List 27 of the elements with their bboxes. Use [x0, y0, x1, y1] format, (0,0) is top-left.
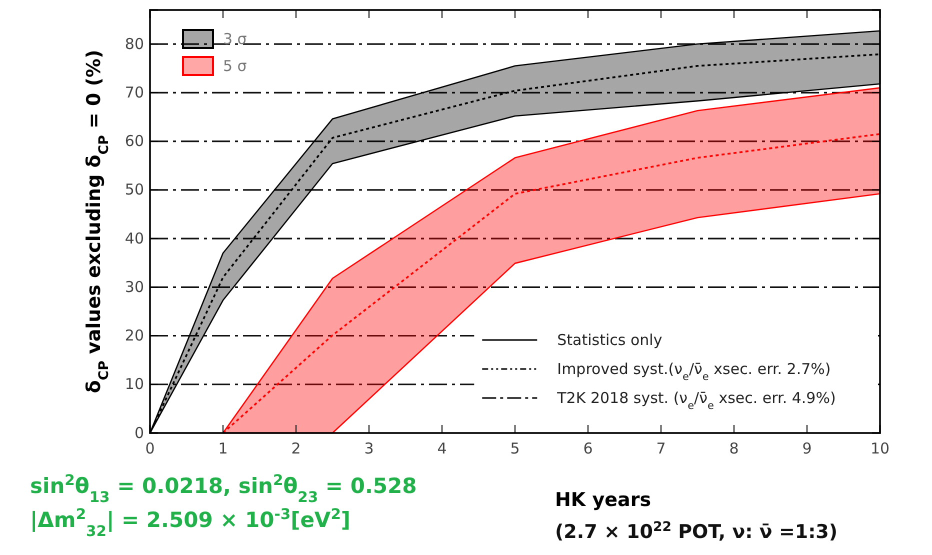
y-tick-label: 70	[124, 83, 144, 102]
x-tick-label: 9	[802, 440, 812, 458]
x-tick-label: 5	[510, 440, 520, 458]
y-tick-label: 0	[134, 424, 144, 442]
text: sin$^{2}$θ$_{13}$ = 0.0218, sin$^{2}$θ$_{23}$ = 0.528	[30, 472, 417, 506]
x-tick-label: 7	[656, 440, 666, 458]
x-tick-label: 3	[364, 440, 374, 458]
y-tick-label: 20	[124, 326, 144, 345]
y-tick-label: 60	[124, 132, 144, 150]
y-tick-label: 40	[124, 229, 144, 248]
text: |Δm$^{2}$$_{32}$| = 2.509 × 10$^{-3}$[eV$^{2}$]	[30, 506, 351, 540]
y-tick-label: 10	[124, 375, 144, 394]
y-tick-label: 50	[124, 180, 144, 199]
annotation: T2K 2018 syst. (ν$_{e}$/ν̄$_{e}$ xsec. err. 4.9%)	[556, 389, 836, 412]
x-tick-label: 4	[437, 440, 447, 458]
x-tick-label: 8	[729, 440, 739, 458]
x-axis-title: HK years	[555, 489, 652, 511]
y-tick-label: 30	[124, 278, 144, 296]
legend-label: 5 σ	[223, 57, 248, 75]
x-tick-label: 6	[583, 440, 593, 458]
annotation: Statistics only	[557, 331, 662, 349]
text: (2.7 × 10$^{22}$ POT, ν: ν̄ =1:3)	[555, 520, 838, 543]
x-tick-label: 2	[291, 440, 301, 458]
annotation: Improved syst.(ν$_{e}$/ν̄$_{e}$ xsec. err. 2.7%)	[557, 360, 831, 383]
x-tick-label: 1	[218, 440, 228, 458]
x-tick-label: 10	[870, 440, 890, 458]
y-tick-label: 80	[124, 34, 144, 53]
